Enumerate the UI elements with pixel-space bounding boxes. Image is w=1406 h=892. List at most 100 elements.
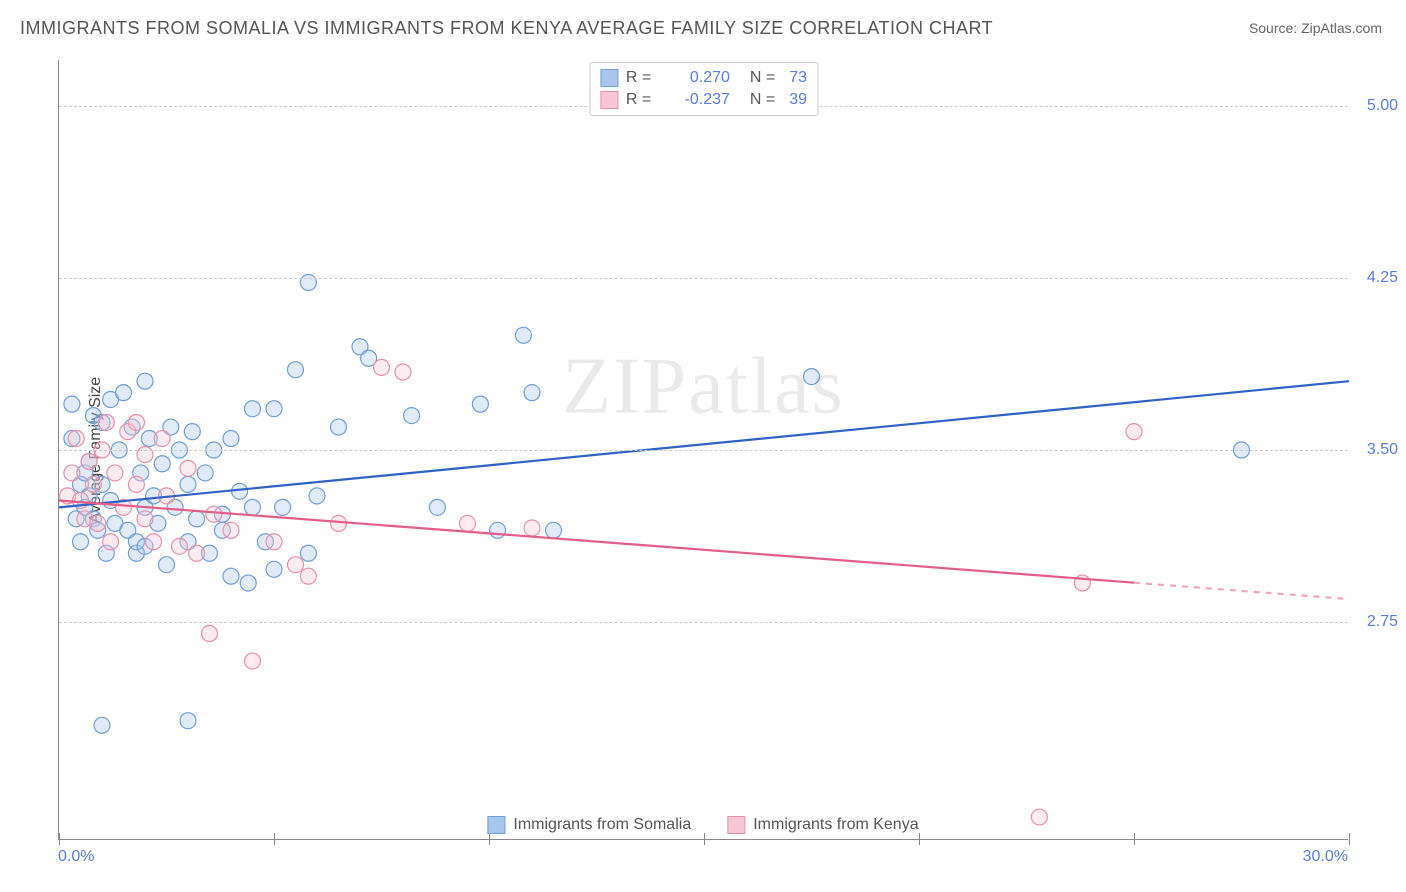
data-point [331,419,347,435]
data-point [137,373,153,389]
y-tick-label: 5.00 [1367,97,1398,115]
gridline [59,622,1348,623]
data-point [245,653,261,669]
x-tick [1134,833,1135,845]
data-point [240,575,256,591]
swatch-somalia-bottom [487,816,505,834]
data-point [90,515,106,531]
swatch-kenya [600,91,618,109]
legend-label-somalia: Immigrants from Somalia [513,816,691,834]
data-point [107,465,123,481]
r-value-somalia: 0.270 [670,69,730,87]
data-point [524,385,540,401]
data-point [64,396,80,412]
n-label: N = [750,69,775,87]
n-value-kenya: 39 [789,91,807,109]
data-point [64,465,80,481]
data-point [266,401,282,417]
data-point [300,568,316,584]
source-link[interactable]: ZipAtlas.com [1301,20,1382,36]
gridline [59,450,1348,451]
data-point [202,626,218,642]
legend-item-somalia: Immigrants from Somalia [487,816,691,834]
data-point [154,456,170,472]
data-point [98,414,114,430]
data-point [197,465,213,481]
data-point [546,522,562,538]
n-value-somalia: 73 [789,69,807,87]
data-point [180,476,196,492]
data-point [223,568,239,584]
data-point [404,408,420,424]
x-tick [1349,833,1350,845]
data-point [189,545,205,561]
regression-line [59,500,1134,582]
data-point [223,522,239,538]
data-point [137,447,153,463]
data-point [300,275,316,291]
data-point [331,515,347,531]
data-point [300,545,316,561]
data-point [128,414,144,430]
data-point [288,557,304,573]
data-point [472,396,488,412]
x-tick [59,833,60,845]
r-label: R = [626,69,662,87]
data-point [154,431,170,447]
data-point [524,520,540,536]
data-point [515,327,531,343]
data-point [490,522,506,538]
x-axis-min-label: 0.0% [58,848,94,866]
x-tick [274,833,275,845]
y-tick-label: 2.75 [1367,613,1398,631]
legend-row-kenya: R = -0.237 N = 39 [600,89,807,111]
plot-region: ZIPatlas R = 0.270 N = 73 R = -0.237 N =… [58,60,1348,840]
source-attribution: Source: ZipAtlas.com [1249,20,1382,36]
data-point [81,453,97,469]
data-point [159,557,175,573]
data-point [804,369,820,385]
legend-label-kenya: Immigrants from Kenya [753,816,918,834]
correlation-legend: R = 0.270 N = 73 R = -0.237 N = 39 [589,62,818,116]
data-point [128,476,144,492]
r-value-kenya: -0.237 [670,91,730,109]
data-point [1031,809,1047,825]
y-tick-label: 4.25 [1367,269,1398,287]
regression-line [59,381,1349,507]
data-point [309,488,325,504]
data-point [245,499,261,515]
x-tick [489,833,490,845]
legend-item-kenya: Immigrants from Kenya [727,816,918,834]
data-point [206,506,222,522]
data-point [460,515,476,531]
data-point [146,534,162,550]
data-point [395,364,411,380]
x-axis-max-label: 30.0% [1303,848,1348,866]
data-point [245,401,261,417]
data-point [266,561,282,577]
gridline [59,278,1348,279]
swatch-kenya-bottom [727,816,745,834]
data-point [73,534,89,550]
data-point [184,424,200,440]
swatch-somalia [600,69,618,87]
regression-line-dashed [1134,583,1349,599]
r-label: R = [626,91,662,109]
data-point [180,460,196,476]
data-point [1126,424,1142,440]
source-prefix: Source: [1249,20,1301,36]
data-point [189,511,205,527]
data-point [288,362,304,378]
data-point [171,538,187,554]
x-tick [704,833,705,845]
data-point [103,534,119,550]
n-label: N = [750,91,775,109]
data-point [429,499,445,515]
data-point [85,476,101,492]
data-point [275,499,291,515]
data-point [68,431,84,447]
data-point [223,431,239,447]
data-point [374,359,390,375]
data-point [116,385,132,401]
series-legend: Immigrants from Somalia Immigrants from … [487,816,918,834]
